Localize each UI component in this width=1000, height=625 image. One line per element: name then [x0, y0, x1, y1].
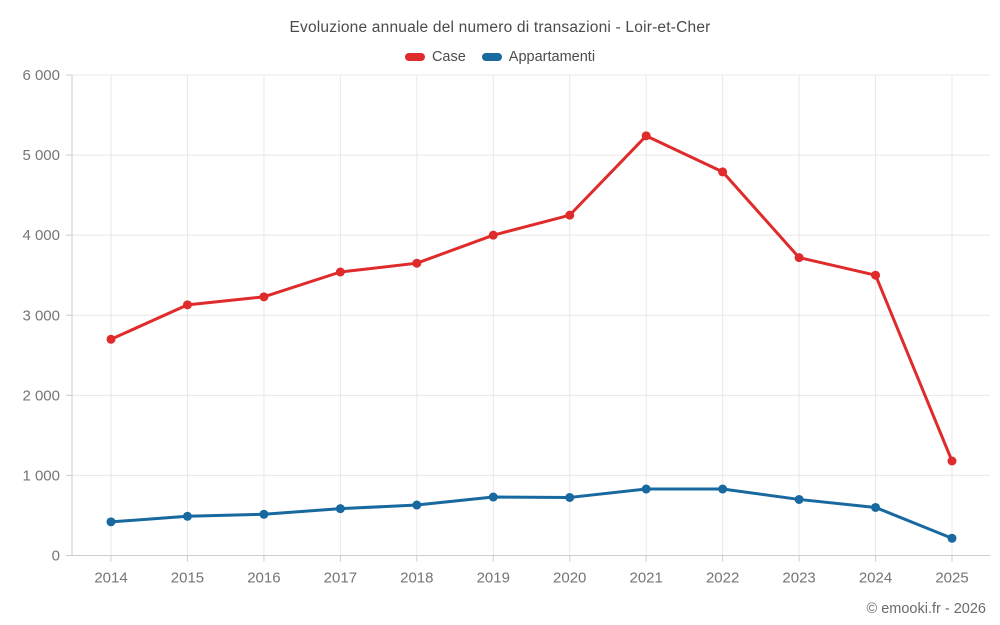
data-point-case[interactable]	[335, 267, 345, 277]
data-point-appartamenti[interactable]	[794, 494, 804, 504]
appartamenti-swatch-icon	[481, 53, 502, 61]
legend-label: Appartamenti	[508, 49, 596, 65]
data-point-appartamenti[interactable]	[412, 500, 422, 510]
data-point-appartamenti[interactable]	[259, 509, 269, 519]
data-point-appartamenti[interactable]	[718, 484, 728, 494]
x-tick-label: 2016	[247, 570, 280, 587]
y-tick-label: 6 000	[22, 67, 60, 84]
legend-item-case[interactable]: Case	[404, 49, 466, 65]
data-point-case[interactable]	[641, 131, 651, 141]
data-point-appartamenti[interactable]	[871, 502, 881, 512]
series-line-appartamenti	[109, 487, 954, 540]
x-tick-label: 2022	[706, 570, 739, 587]
data-point-case[interactable]	[794, 253, 804, 263]
data-point-case[interactable]	[718, 167, 728, 177]
x-tick-label: 2021	[629, 570, 662, 587]
chart-title: Evoluzione annuale del numero di transaz…	[289, 19, 711, 36]
x-tick-label: 2025	[935, 570, 968, 587]
credit-text: © emooki.fr - 2026	[866, 601, 986, 617]
y-tick-label: 3 000	[22, 307, 60, 324]
series-line-case	[109, 134, 954, 463]
x-tick-label: 2014	[94, 570, 127, 587]
data-point-case[interactable]	[412, 258, 422, 268]
y-tick-label: 0	[52, 548, 60, 565]
data-point-case[interactable]	[259, 292, 269, 302]
x-tick-label: 2018	[400, 570, 433, 587]
data-point-appartamenti[interactable]	[106, 517, 116, 527]
x-tick-label: 2017	[324, 570, 357, 587]
x-tick-label: 2019	[477, 570, 510, 587]
data-point-appartamenti[interactable]	[182, 511, 192, 521]
data-point-case[interactable]	[871, 270, 881, 280]
legend-label: Case	[431, 49, 466, 65]
x-tick-label: 2023	[782, 570, 815, 587]
y-tick-label: 5 000	[22, 147, 60, 164]
data-point-appartamenti[interactable]	[947, 533, 957, 543]
data-point-appartamenti[interactable]	[335, 504, 345, 514]
data-point-appartamenti[interactable]	[565, 492, 575, 502]
x-tick-label: 2020	[553, 570, 586, 587]
data-point-case[interactable]	[182, 300, 192, 310]
data-point-appartamenti[interactable]	[641, 484, 651, 494]
x-tick-label: 2024	[859, 570, 892, 587]
y-tick-label: 1 000	[22, 467, 60, 484]
data-point-case[interactable]	[106, 334, 116, 344]
y-tick-label: 2 000	[22, 387, 60, 404]
data-point-case[interactable]	[565, 210, 575, 220]
chart-legend: Case Appartamenti	[0, 48, 1000, 66]
data-point-case[interactable]	[488, 230, 498, 240]
case-swatch-icon	[404, 53, 425, 61]
y-tick-label: 4 000	[22, 227, 60, 244]
legend-item-appartamenti[interactable]: Appartamenti	[481, 49, 596, 65]
x-tick-label: 2015	[171, 570, 204, 587]
data-point-appartamenti[interactable]	[488, 492, 498, 502]
data-point-case[interactable]	[947, 456, 957, 466]
